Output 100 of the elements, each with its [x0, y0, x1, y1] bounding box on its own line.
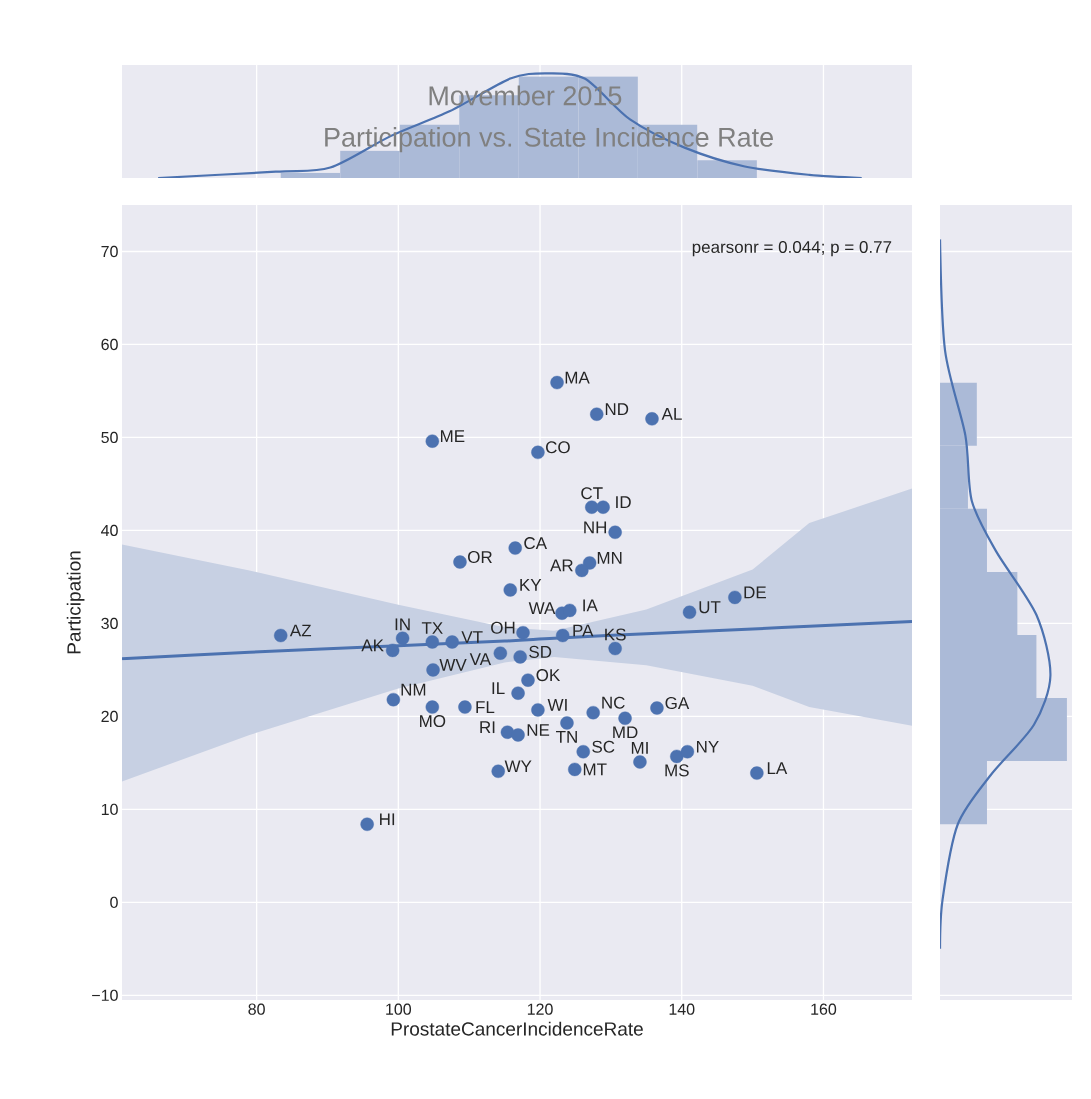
annotation: ND	[605, 403, 629, 416]
y-tick-label: 10	[101, 803, 118, 816]
annotation: KY	[520, 579, 542, 591]
point	[360, 817, 374, 831]
annotation: WI	[547, 699, 567, 711]
annotation: AZ	[289, 624, 312, 637]
point	[511, 728, 525, 742]
annotation: MA	[565, 371, 590, 384]
annotation: MD	[613, 726, 638, 739]
point	[425, 434, 440, 448]
point	[458, 700, 472, 714]
annotation: SC	[592, 740, 615, 753]
point	[563, 603, 577, 618]
y-tick-label: 40	[101, 524, 118, 537]
point	[608, 525, 622, 539]
point	[560, 716, 574, 730]
point	[633, 755, 647, 769]
point	[425, 700, 440, 714]
y-tick-label: 30	[101, 617, 118, 630]
x-tick-label: 160	[811, 1003, 837, 1015]
point	[585, 500, 599, 514]
point	[511, 686, 525, 700]
point	[682, 605, 697, 619]
annotation: FL	[476, 701, 495, 713]
annotation: HI	[380, 813, 395, 826]
point	[521, 673, 535, 687]
annotation: WY	[504, 760, 532, 773]
annotation: MS	[665, 764, 689, 777]
annotation: IN	[395, 618, 410, 631]
annotation: CA	[524, 537, 548, 550]
point	[576, 745, 590, 759]
annotation: LA	[767, 762, 788, 774]
x-tick-label: 100	[386, 1003, 412, 1015]
annotation: WV	[439, 659, 467, 671]
point	[425, 635, 440, 649]
y-axis-title: Participation	[66, 551, 85, 654]
annotation: NH	[584, 521, 607, 534]
point	[575, 563, 589, 578]
point	[386, 692, 401, 707]
annotation: MO	[420, 715, 446, 728]
y-tick-label: 70	[101, 245, 118, 258]
annotation: PA	[573, 624, 594, 637]
point	[491, 764, 505, 778]
y-tick-label: 0	[110, 896, 118, 909]
point	[531, 445, 545, 460]
x-tick-label: 120	[527, 1003, 553, 1015]
point	[531, 703, 545, 717]
point	[568, 762, 582, 777]
point	[445, 635, 459, 649]
point	[516, 626, 530, 640]
x-axis-title: ProstateCancerIncidenceRate	[391, 1021, 643, 1036]
point	[556, 628, 570, 643]
x-tick-label: 80	[248, 1003, 265, 1015]
point	[728, 590, 742, 605]
point	[453, 555, 467, 569]
point	[670, 749, 684, 764]
annotation: ME	[440, 430, 465, 443]
annotation: GA	[665, 697, 690, 710]
annotation: MN	[597, 552, 622, 564]
annotation: DE	[744, 586, 766, 599]
point	[274, 628, 288, 643]
annotation: OK	[536, 669, 561, 682]
annotation: NY	[697, 740, 719, 753]
point	[586, 705, 600, 720]
point	[426, 663, 440, 677]
y-tick-label: 50	[101, 431, 118, 444]
point	[750, 766, 764, 780]
annotation: OH	[491, 621, 515, 634]
point	[503, 583, 517, 597]
point	[493, 646, 508, 660]
annotation: VT	[461, 631, 483, 643]
point	[618, 711, 632, 725]
point	[590, 407, 604, 421]
annotation: NC	[602, 696, 625, 709]
point	[680, 745, 695, 759]
annotation: OR	[468, 551, 492, 564]
annotation: TX	[421, 622, 443, 634]
annotation: NM	[401, 683, 426, 696]
annotation: KS	[605, 628, 626, 641]
annotation: ID	[616, 496, 631, 509]
point	[385, 643, 400, 658]
point	[596, 500, 610, 514]
annotation: IL	[492, 682, 505, 694]
annotation: IA	[583, 599, 598, 612]
point	[513, 650, 527, 664]
annotation: pearsonr = 0.044; p = 0.77	[692, 240, 892, 257]
annotation: MI	[631, 742, 648, 754]
point	[650, 701, 664, 715]
y-tick-label: −10	[92, 989, 118, 1002]
annotation: CT	[581, 487, 603, 500]
annotation: VA	[469, 653, 492, 666]
annotation: WA	[528, 602, 556, 615]
annotation: AK	[361, 639, 384, 652]
annotation: TN	[556, 731, 577, 743]
y-tick-label: 20	[101, 710, 118, 723]
point	[645, 412, 659, 426]
annotation: NE	[527, 724, 550, 736]
annotation: AR	[550, 559, 573, 572]
annotation: CO	[546, 441, 570, 454]
point	[550, 375, 564, 390]
